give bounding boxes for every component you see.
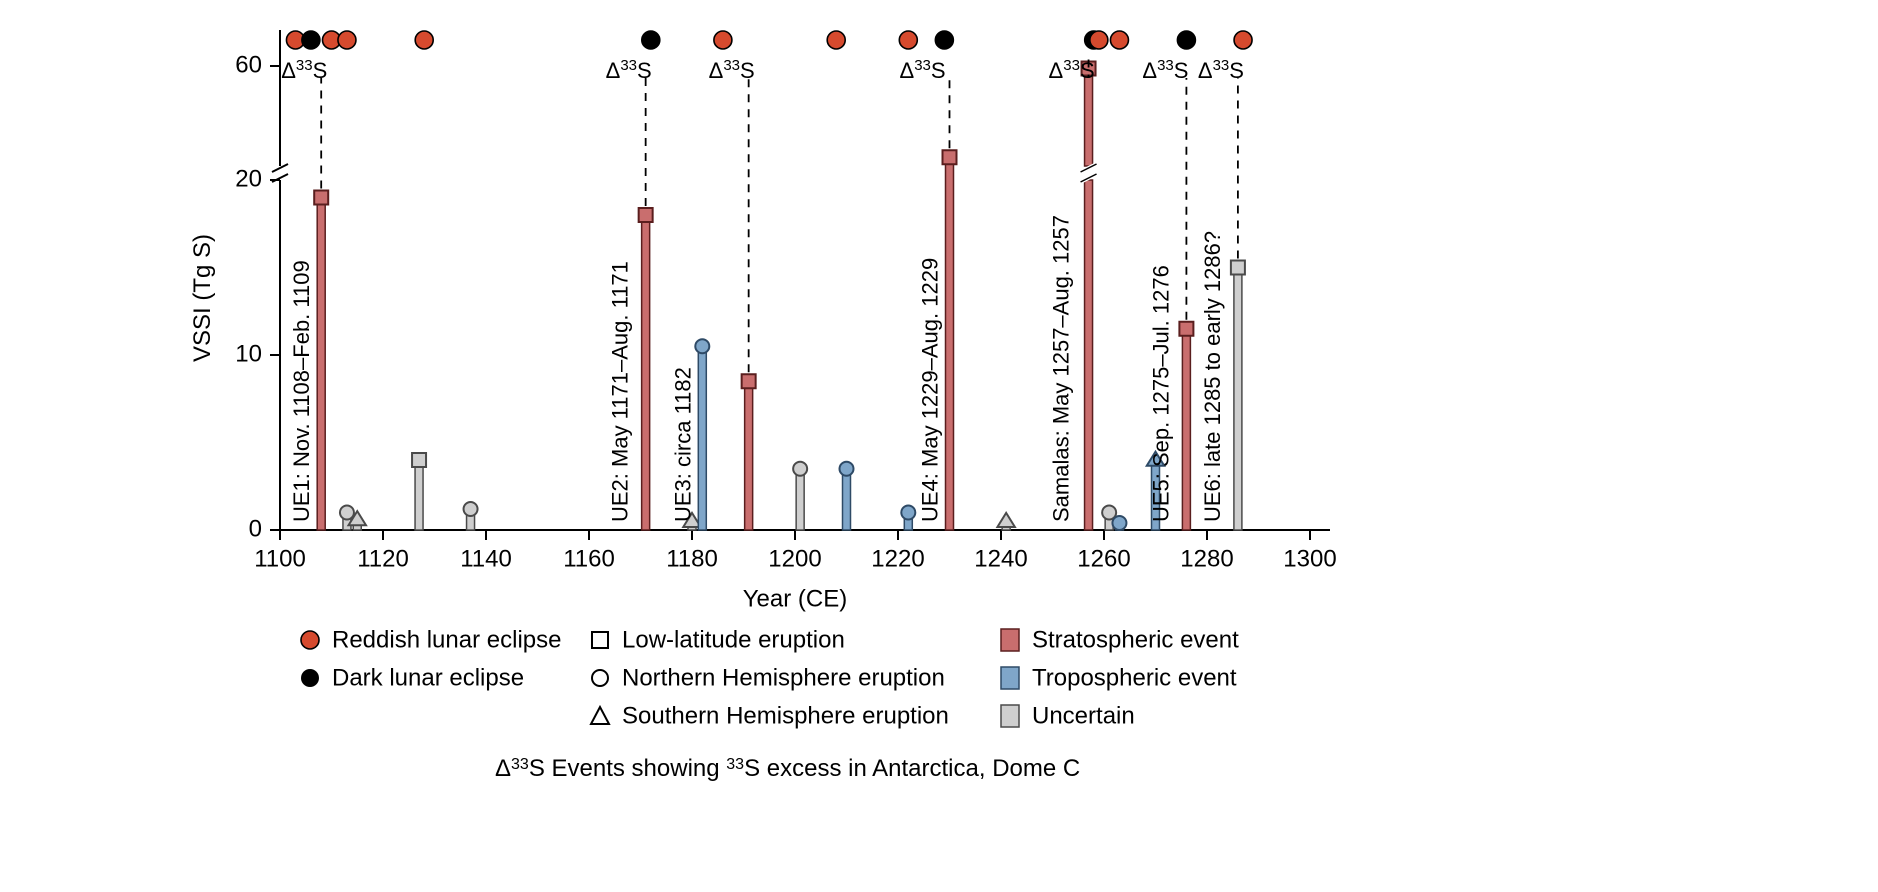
svg-text:Δ33S: Δ33S — [900, 57, 946, 83]
svg-text:Dark lunar eclipse: Dark lunar eclipse — [332, 664, 524, 691]
svg-text:1200: 1200 — [768, 545, 821, 572]
svg-text:Tropospheric event: Tropospheric event — [1032, 664, 1237, 691]
svg-text:Southern Hemisphere eruption: Southern Hemisphere eruption — [622, 702, 949, 729]
svg-text:1120: 1120 — [357, 545, 409, 572]
svg-text:Stratospheric event: Stratospheric event — [1032, 626, 1239, 653]
svg-text:1260: 1260 — [1077, 545, 1130, 572]
svg-text:UE6: late 1285 to early 1286?: UE6: late 1285 to early 1286? — [1200, 231, 1225, 522]
svg-text:Year (CE): Year (CE) — [743, 585, 847, 612]
svg-text:UE2: May 1171–Aug. 1171: UE2: May 1171–Aug. 1171 — [608, 261, 633, 522]
svg-text:UE1: Nov. 1108–Feb. 1109: UE1: Nov. 1108–Feb. 1109 — [289, 260, 314, 522]
svg-text:1300: 1300 — [1283, 545, 1336, 572]
svg-text:60: 60 — [235, 51, 262, 78]
svg-text:Low-latitude eruption: Low-latitude eruption — [622, 626, 845, 653]
svg-text:1280: 1280 — [1180, 545, 1233, 572]
svg-text:Samalas: May 1257–Aug. 1257: Samalas: May 1257–Aug. 1257 — [1049, 215, 1074, 522]
svg-text:Uncertain: Uncertain — [1032, 702, 1135, 729]
svg-text:Northern Hemisphere eruption: Northern Hemisphere eruption — [622, 664, 945, 691]
svg-text:1160: 1160 — [563, 545, 615, 572]
svg-text:Δ33S: Δ33S — [1049, 57, 1095, 83]
svg-text:VSSI (Tg S): VSSI (Tg S) — [189, 234, 216, 362]
svg-text:Δ33S: Δ33S — [1198, 57, 1244, 83]
svg-text:0: 0 — [249, 515, 262, 542]
svg-text:1220: 1220 — [871, 545, 924, 572]
svg-text:UE4: May 1229–Aug. 1229: UE4: May 1229–Aug. 1229 — [918, 258, 943, 522]
svg-text:Δ33S: Δ33S — [1142, 57, 1188, 83]
svg-text:Δ33S: Δ33S — [281, 57, 327, 83]
svg-text:20: 20 — [235, 165, 262, 192]
svg-text:UE3: circa 1182: UE3: circa 1182 — [670, 367, 695, 522]
svg-text:1100: 1100 — [254, 545, 306, 572]
svg-text:Reddish lunar eclipse: Reddish lunar eclipse — [332, 626, 561, 653]
svg-text:Δ33S: Δ33S — [606, 57, 652, 83]
svg-text:1140: 1140 — [460, 545, 512, 572]
svg-text:10: 10 — [235, 340, 262, 367]
svg-text:Δ33S Events showing 33S exce: Δ33S Events showing 33S excess in Antarc… — [495, 755, 1080, 782]
svg-text:1180: 1180 — [666, 545, 718, 572]
svg-text:1240: 1240 — [974, 545, 1027, 572]
svg-text:Δ33S: Δ33S — [709, 57, 755, 83]
svg-text:UE5: Sep. 1275–Jul. 1276: UE5: Sep. 1275–Jul. 1276 — [1148, 265, 1173, 522]
